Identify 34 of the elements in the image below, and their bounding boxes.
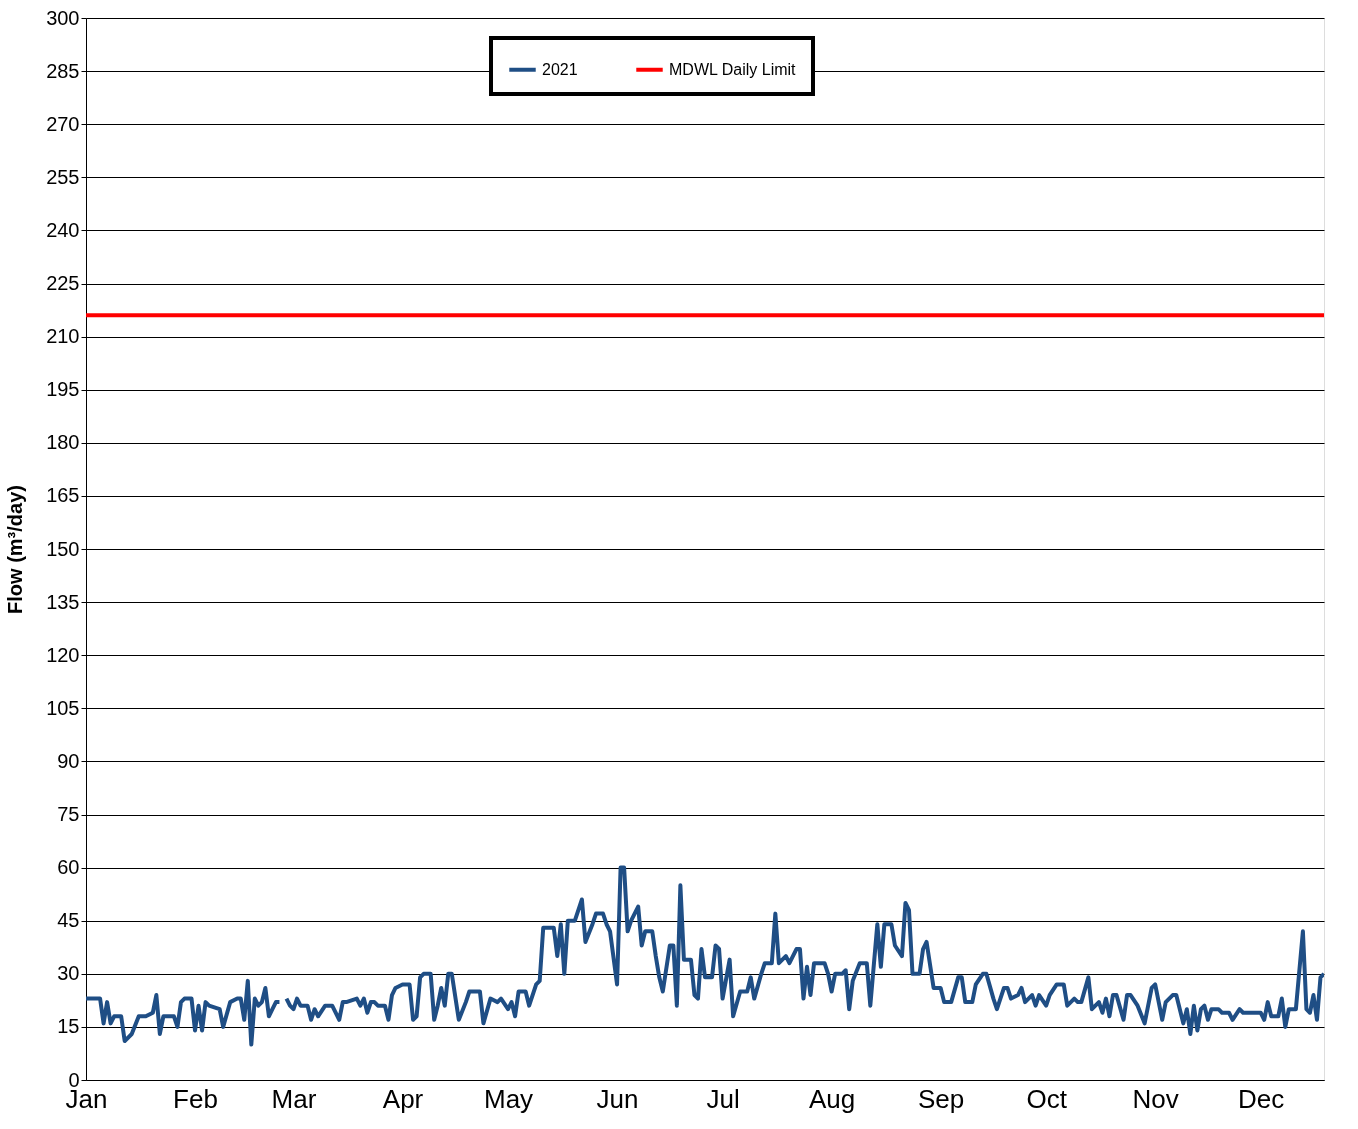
y-tick-label: 210 (46, 325, 80, 348)
y-tick-label: 90 (57, 749, 80, 772)
y-tick-label: 180 (46, 431, 80, 454)
y-tick-label: 195 (46, 378, 80, 401)
x-tick-label: Nov (1132, 1083, 1179, 1114)
y-tick-label: 75 (57, 803, 80, 825)
legend-label: MDWL Daily Limit (669, 60, 797, 78)
x-tick-label: Sep (918, 1083, 965, 1114)
y-tick-label: 165 (46, 484, 80, 507)
x-tick-label: Jun (596, 1083, 639, 1114)
y-tick-label: 45 (57, 909, 80, 932)
x-tick-label: Apr (382, 1083, 424, 1114)
y-tick-label: 255 (46, 165, 80, 188)
y-tick-label: 15 (57, 1015, 80, 1038)
y-tick-label: 105 (46, 696, 80, 719)
x-tick-label: Mar (271, 1083, 317, 1114)
y-tick-label: 120 (46, 643, 80, 666)
y-tick-label: 135 (46, 590, 80, 613)
y-tick-label: 300 (46, 6, 80, 29)
y-tick-label: 225 (46, 272, 80, 294)
y-tick-label: 150 (46, 537, 80, 560)
y-axis-title: Flow (m³/day) (4, 485, 27, 614)
x-tick-label: Oct (1026, 1083, 1068, 1114)
x-tick-label: Aug (808, 1083, 856, 1114)
x-tick-label: Jul (706, 1083, 740, 1114)
x-tick-label: May (483, 1083, 534, 1114)
y-tick-label: 60 (57, 856, 80, 879)
y-tick-label: 270 (46, 112, 80, 135)
y-tick-label: 240 (46, 218, 80, 241)
y-tick-label: 285 (46, 59, 80, 82)
x-tick-label: Feb (173, 1083, 218, 1114)
x-tick-label: Dec (1238, 1083, 1285, 1114)
y-tick-label: 30 (57, 962, 80, 985)
legend-label: 2021 (542, 60, 578, 78)
